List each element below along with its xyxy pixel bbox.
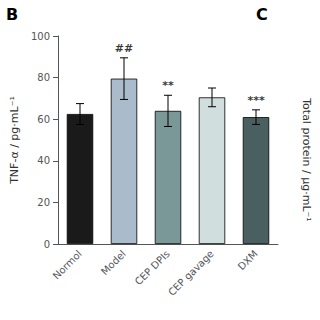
svg-text:80: 80: [37, 72, 50, 83]
svg-text:Normol: Normol: [51, 248, 84, 281]
svg-text:0: 0: [44, 239, 50, 250]
svg-text:CEP gavage: CEP gavage: [166, 248, 216, 298]
svg-text:C: C: [256, 5, 268, 24]
svg-text:**: **: [162, 79, 174, 92]
svg-text:***: ***: [247, 94, 265, 107]
svg-text:Model: Model: [99, 248, 128, 277]
svg-text:Total protein / μg·mL⁻¹: Total protein / μg·mL⁻¹: [300, 97, 313, 222]
svg-text:100: 100: [31, 31, 50, 42]
svg-text:CEP DPIs: CEP DPIs: [133, 248, 172, 287]
svg-text:B: B: [6, 5, 18, 24]
svg-text:20: 20: [37, 197, 50, 208]
svg-text:DXM: DXM: [236, 248, 260, 272]
svg-text:60: 60: [37, 114, 50, 125]
svg-text:40: 40: [37, 155, 50, 166]
svg-text:##: ##: [115, 42, 133, 55]
svg-text:TNF-α / pg·mL⁻¹: TNF-α / pg·mL⁻¹: [8, 96, 21, 185]
